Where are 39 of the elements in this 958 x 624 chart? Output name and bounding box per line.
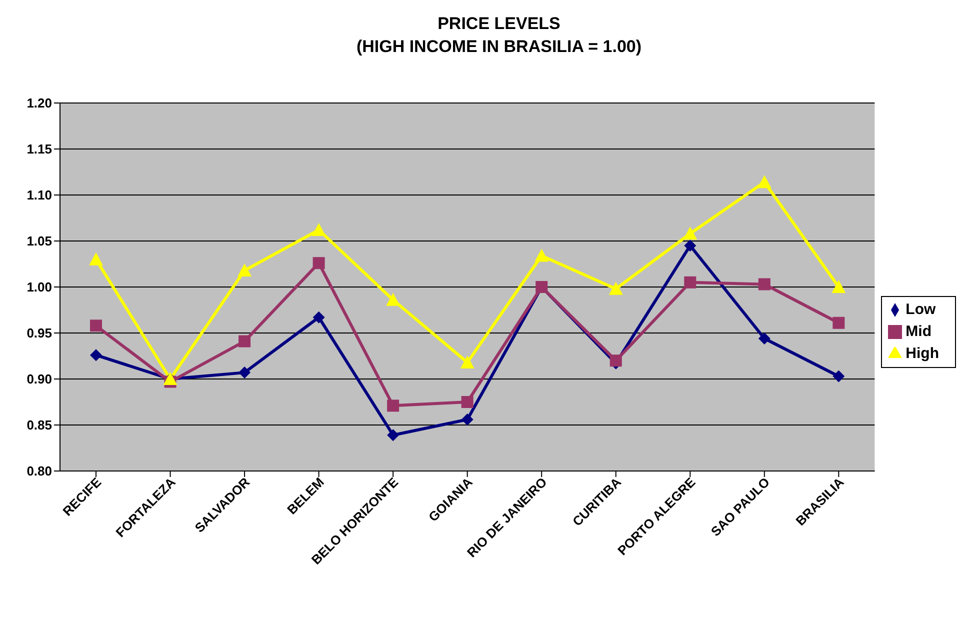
point	[758, 332, 770, 345]
point	[238, 366, 251, 379]
y-tick-label: 1.10	[26, 188, 52, 203]
point	[312, 257, 325, 270]
point	[387, 429, 400, 442]
point	[608, 282, 623, 295]
point	[89, 252, 103, 266]
y-tick-label: 1.20	[26, 96, 52, 111]
point	[90, 320, 102, 332]
point	[758, 278, 770, 290]
point	[832, 316, 845, 329]
point	[461, 396, 474, 408]
point	[312, 311, 325, 324]
legend-label: High	[906, 345, 939, 362]
point	[312, 222, 326, 236]
y-tick-label: 0.95	[26, 326, 52, 341]
point	[684, 276, 696, 288]
chart-title: PRICE LEVELS (HIGH INCOME IN BRASILIA = 1.00)	[355, 13, 643, 58]
y-tick-label: 1.15	[26, 142, 52, 157]
point	[238, 263, 252, 276]
point	[757, 175, 772, 188]
point	[461, 413, 474, 426]
point	[387, 400, 400, 412]
y-tick-label: 1.05	[26, 234, 52, 249]
point	[832, 370, 845, 382]
point	[386, 292, 400, 306]
point	[684, 240, 696, 252]
point	[683, 226, 698, 240]
point	[832, 280, 846, 293]
legend-label: Mid	[906, 323, 932, 340]
point	[460, 355, 474, 368]
point	[238, 335, 251, 348]
y-tick-label: 1.00	[26, 280, 52, 295]
y-tick-label: 0.90	[26, 372, 52, 387]
legend-label: Low	[906, 301, 936, 318]
point	[534, 248, 549, 262]
point	[90, 349, 102, 362]
y-tick-label: 0.80	[26, 464, 52, 479]
y-tick-label: 0.85	[26, 418, 52, 433]
